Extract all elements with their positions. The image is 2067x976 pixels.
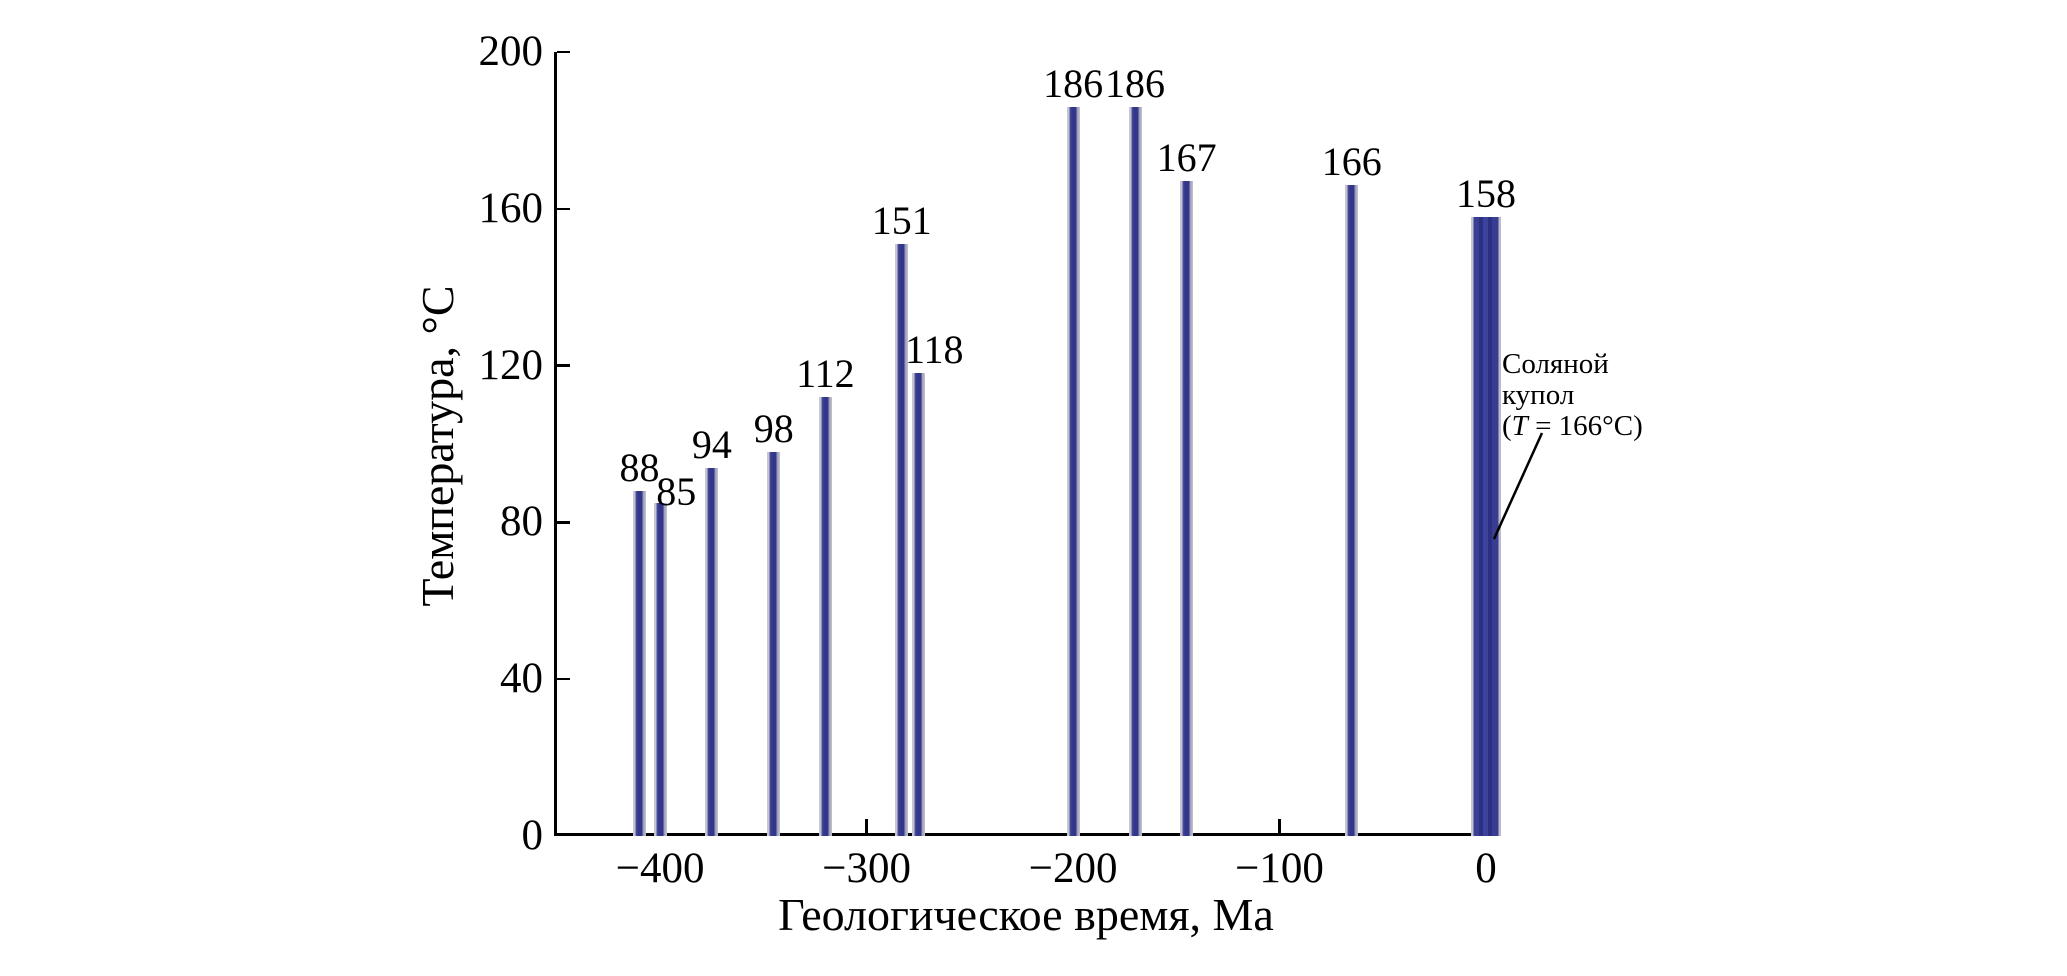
- y-tick: [557, 521, 570, 524]
- x-tick: [1278, 819, 1281, 836]
- bar-value-label: 186: [1105, 60, 1166, 106]
- y-tick-label: 160: [478, 184, 544, 232]
- bar: [911, 373, 925, 836]
- y-tick: [557, 364, 570, 367]
- x-tick-label: 0: [1475, 845, 1497, 892]
- x-tick-label: −200: [1028, 845, 1118, 892]
- salt-dome-annotation: Соляной купол (T = 166°C): [1502, 349, 1643, 442]
- y-tick-label: 200: [478, 28, 544, 75]
- bar-value-label: 166: [1321, 139, 1382, 185]
- x-tick-label: −300: [822, 845, 912, 892]
- bar-value-label: 94: [691, 421, 732, 467]
- annotation-line: Соляной: [1502, 348, 1609, 380]
- bar-value-label: 85: [656, 468, 697, 514]
- bar: [705, 467, 719, 836]
- x-tick-label: −400: [615, 845, 705, 892]
- x-tick-label: −100: [1235, 845, 1324, 892]
- y-tick: [557, 677, 570, 681]
- x-tick: [865, 819, 868, 836]
- annotation-line: купол: [1502, 379, 1575, 411]
- y-tick-label: 0: [521, 812, 544, 859]
- y-tick: [557, 207, 570, 211]
- bar-value-label: 167: [1156, 135, 1217, 181]
- bar-value-label: 151: [871, 198, 932, 244]
- bar: [1471, 216, 1501, 836]
- bar: [633, 491, 647, 836]
- bar: [895, 244, 909, 836]
- y-tick: [557, 50, 570, 54]
- x-axis-title: Геологическое время, Ма: [778, 889, 1274, 940]
- y-tick-label: 80: [500, 498, 543, 546]
- bar-value-label: 112: [796, 350, 855, 396]
- bar: [1128, 106, 1142, 836]
- bar-value-label: 98: [753, 405, 794, 451]
- bar: [1066, 106, 1080, 836]
- bar-value-label: 158: [1456, 170, 1516, 216]
- y-axis-title: Температура, °C: [412, 285, 463, 607]
- bar-value-label: 88: [619, 445, 660, 491]
- bar-value-label: 118: [904, 327, 964, 373]
- bar: [1180, 181, 1194, 836]
- bar-value-label: 186: [1043, 60, 1104, 106]
- y-tick-label: 40: [500, 655, 543, 703]
- axes: [554, 52, 1498, 836]
- annotation-line: (T = 166°C): [1502, 410, 1643, 442]
- y-tick-label: 120: [478, 341, 544, 389]
- bar: [653, 502, 667, 836]
- bar: [1345, 185, 1359, 836]
- bar: [767, 451, 781, 836]
- bar: [818, 396, 832, 836]
